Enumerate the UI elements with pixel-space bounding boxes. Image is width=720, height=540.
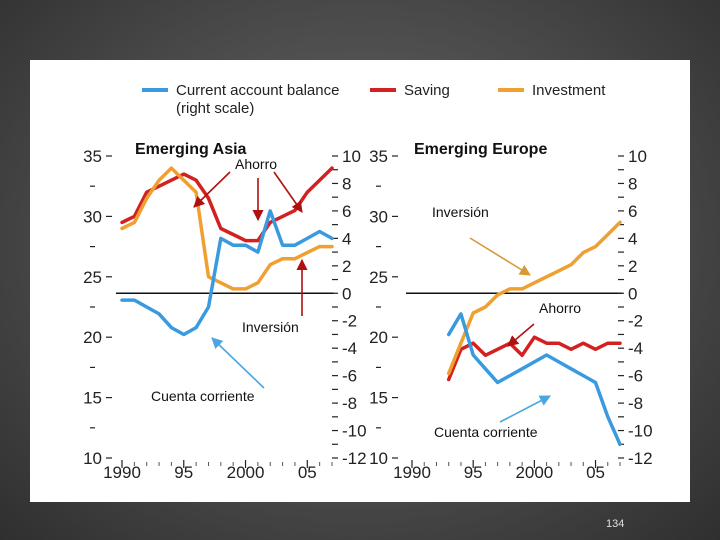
annotation-inversion-europe-bg <box>429 204 507 221</box>
right-tick-label: 10 <box>342 147 361 166</box>
x-tick-label: 95 <box>464 463 483 482</box>
left-tick-label: 25 <box>83 268 102 287</box>
annotation-cuenta-asia: Cuenta corriente <box>151 388 255 404</box>
left-tick-label: 10 <box>369 449 388 468</box>
right-tick-label: 8 <box>628 174 637 193</box>
chart-figure: Current account balance(right scale) Savi… <box>83 82 653 482</box>
x-tick-label: 05 <box>586 463 605 482</box>
series-line-investment <box>446 220 622 376</box>
annotation-cuenta-asia-bg <box>148 388 282 405</box>
page-number: 134 <box>606 518 625 530</box>
legend-label-investment: Investment <box>532 82 606 99</box>
right-tick-label: -2 <box>342 312 357 331</box>
series-line-saving <box>446 335 622 382</box>
series-line-investment <box>120 166 334 291</box>
left-tick-label: 20 <box>369 328 388 347</box>
x-tick-label: 1990 <box>103 463 141 482</box>
left-tick-label: 30 <box>369 207 388 226</box>
arrow-ahorro-asia-1 <box>193 171 231 208</box>
legend-sublabel-current_account: (right scale) <box>176 100 254 117</box>
right-tick-label: -10 <box>628 422 653 441</box>
annotation-ahorro-asia-bg <box>232 156 286 173</box>
left-tick-label: 35 <box>83 147 102 166</box>
series-line-current_account <box>120 209 334 337</box>
arrow-ahorro-asia-3 <box>273 171 303 213</box>
annotations: Ahorro Inversión Cuenta corriente Inversión… <box>148 156 590 441</box>
legend: Current account balance(right scale) Savi… <box>142 82 606 117</box>
annotation-inversion-asia: Inversión <box>242 319 299 335</box>
right-tick-label: 0 <box>628 284 637 303</box>
annotation-cuenta-europe: Cuenta corriente <box>434 424 538 440</box>
arrow-cuenta-asia <box>211 337 265 389</box>
right-tick-label: -6 <box>342 367 357 386</box>
annotation-inversion-asia-bg <box>239 319 317 336</box>
right-tick-label: 6 <box>342 202 351 221</box>
chart-emerging-asia: Emerging Asia3530252015101086420-2-4-6-8… <box>83 141 367 482</box>
chart-emerging-europe: Emerging Europe3530252015101086420-2-4-6… <box>369 141 653 482</box>
x-tick-label: 05 <box>298 463 317 482</box>
right-tick-label: -8 <box>628 394 643 413</box>
arrow-ahorro-europe <box>507 323 535 347</box>
left-tick-label: 30 <box>83 207 102 226</box>
right-tick-label: -4 <box>628 339 643 358</box>
annotation-ahorro-europe-bg <box>536 300 590 317</box>
left-tick-label: 25 <box>369 268 388 287</box>
slide-panel: Current account balance (right scale) Savi… <box>30 60 690 502</box>
x-tick-label: 95 <box>174 463 193 482</box>
right-tick-label: -2 <box>628 312 643 331</box>
right-tick-label: 2 <box>342 257 351 276</box>
annotation-inversion-europe: Inversión <box>432 204 489 220</box>
legend-label-saving: Saving <box>404 82 450 99</box>
arrow-cuenta-europe <box>499 395 551 423</box>
right-tick-label: 2 <box>628 257 637 276</box>
series-line-saving <box>120 166 334 243</box>
right-tick-label: -12 <box>342 449 367 468</box>
legend-label-current_account: Current account balance <box>176 82 339 99</box>
annotation-cuenta-europe-bg <box>431 424 565 441</box>
annotation-ahorro-asia: Ahorro <box>235 156 277 172</box>
right-tick-label: -12 <box>628 449 653 468</box>
x-tick-label: 2000 <box>227 463 265 482</box>
arrow-inversion-europe <box>469 237 531 276</box>
annotation-ahorro-europe: Ahorro <box>539 300 581 316</box>
chart-title: Emerging Asia <box>135 141 247 158</box>
right-tick-label: -4 <box>342 339 357 358</box>
series-line-current_account <box>446 312 622 447</box>
right-tick-label: 6 <box>628 202 637 221</box>
left-tick-label: 15 <box>83 389 102 408</box>
left-tick-label: 10 <box>83 449 102 468</box>
right-tick-label: 4 <box>628 229 637 248</box>
right-tick-label: -8 <box>342 394 357 413</box>
right-tick-label: 8 <box>342 174 351 193</box>
right-tick-label: 0 <box>342 284 351 303</box>
right-tick-label: -10 <box>342 422 367 441</box>
left-tick-label: 15 <box>369 389 388 408</box>
chart-title: Emerging Europe <box>414 141 547 158</box>
right-tick-label: 4 <box>342 229 351 248</box>
left-tick-label: 35 <box>369 147 388 166</box>
right-tick-label: -6 <box>628 367 643 386</box>
x-tick-label: 2000 <box>515 463 553 482</box>
x-tick-label: 1990 <box>393 463 431 482</box>
right-tick-label: 10 <box>628 147 647 166</box>
left-tick-label: 20 <box>83 328 102 347</box>
